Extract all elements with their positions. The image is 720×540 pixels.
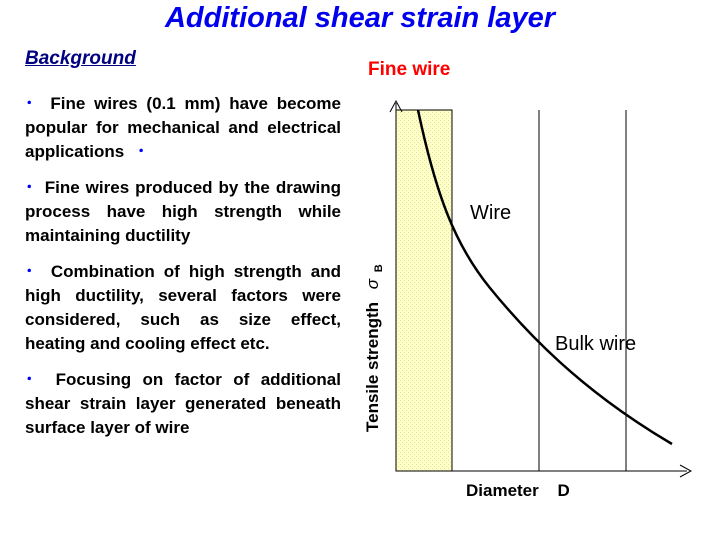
wire-label: Wire (470, 202, 511, 224)
bullet-text: Focusing on factor of additional shear s… (25, 370, 341, 437)
x-axis-symbol: D (558, 481, 570, 500)
strength-curve (416, 109, 673, 446)
bullet-list: ･ Fine wires (0.1 mm) have become popula… (25, 92, 341, 452)
page-title: Additional shear strain layer (164, 2, 555, 34)
y-axis-symbol: σ (363, 278, 382, 289)
x-axis-label: Diameter (466, 481, 539, 500)
bullet-item: ･ Combination of high strength and high … (25, 260, 341, 356)
bullet-item: ･ Focusing on factor of additional shear… (25, 368, 341, 440)
svg-text:Tensile strength σ: Tensile strength σ B (363, 264, 385, 432)
bullet-text: Combination of high strength and high du… (25, 262, 341, 353)
y-axis-title: Tensile strength σ B (363, 264, 385, 432)
bullet-marker: ･ (25, 370, 41, 389)
y-axis-arrow-icon (389, 99, 403, 113)
bullet-text: Fine wires (0.1 mm) have become popular … (25, 94, 341, 161)
bullet-marker: ･ (25, 262, 38, 281)
bullet-end-marker: ･ (136, 142, 146, 161)
section-subtitle: Background (25, 48, 136, 69)
y-axis-label: Tensile strength (363, 302, 382, 432)
y-axis-subscript: B (373, 264, 385, 272)
bullet-item: ･ Fine wires produced by the drawing pro… (25, 176, 341, 248)
bullet-text: Fine wires produced by the drawing proce… (25, 178, 341, 245)
bullet-item: ･ Fine wires (0.1 mm) have become popula… (25, 92, 341, 164)
x-axis-title: Diameter D (466, 481, 570, 500)
bulk-wire-label: Bulk wire (555, 333, 636, 355)
fine-wire-region (395, 109, 453, 472)
x-axis-arrow-icon (679, 464, 693, 478)
fine-wire-label: Fine wire (368, 59, 450, 80)
bullet-marker: ･ (25, 94, 38, 113)
bullet-marker: ･ (25, 178, 35, 197)
